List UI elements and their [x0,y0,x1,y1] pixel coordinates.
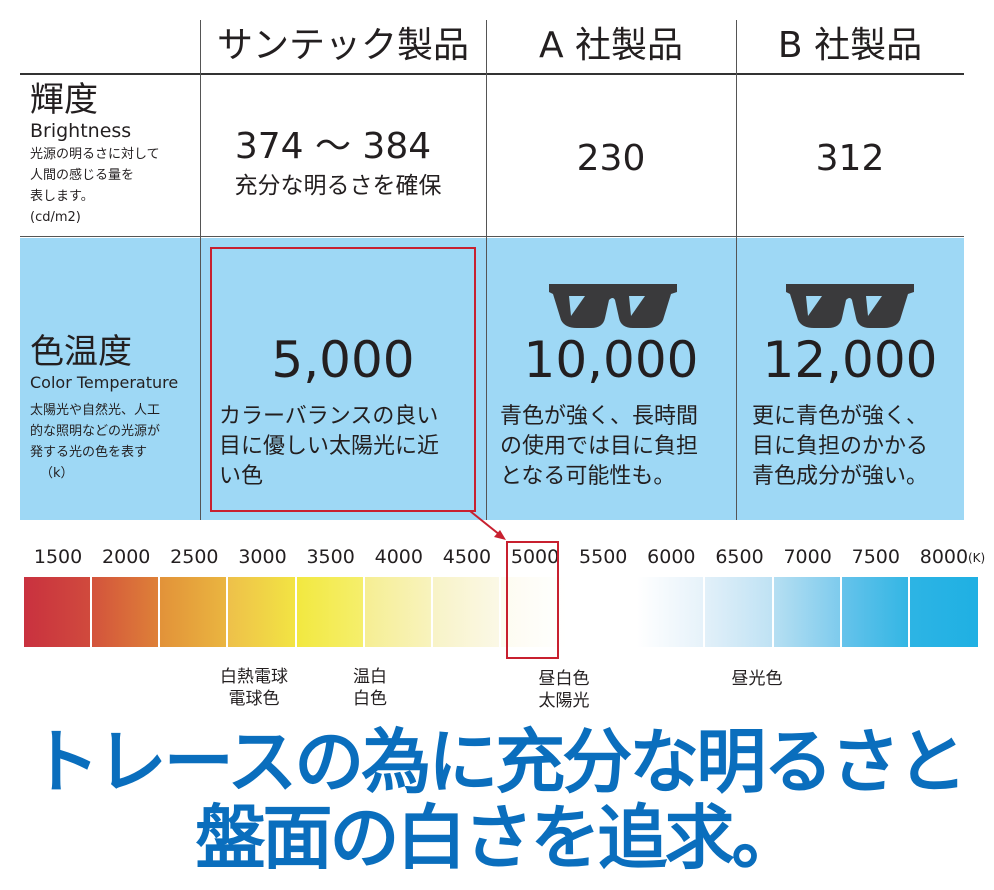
kelvin-tick-label: 8000 [919,546,969,568]
kelvin-tick-label: 3000 [238,546,287,568]
color-temperature-b-note-line: 更に青色が強く、 [752,404,929,429]
kelvin-tick-label: 5000 [510,546,560,568]
color-temperature-a-note-line: 青色が強く、長時間 [500,404,699,429]
scale-note-line: 白熱電球 [220,667,288,687]
brightness-title-en: Brightness [30,120,132,142]
scale-note-line: 太陽光 [538,691,590,711]
suntech-highlight-frame [210,247,476,512]
table-mid-rule [20,236,964,237]
color-temperature-b-value: 12,000 [762,331,938,389]
gradient-segment [296,577,365,647]
headline-line-2: 盤面の白さを追求。 [195,797,802,879]
column-divider-3 [736,20,737,520]
brightness-desc-line: 表します。 [30,189,94,204]
gradient-segment [705,577,774,647]
gradient-segment [228,577,297,647]
color-temperature-b-note-line: 青色成分が強い。 [752,464,929,489]
scale-note-line: 昼光色 [731,669,783,689]
column-header-suntech: サンテック製品 [216,25,469,66]
scale-note-line: 白色 [353,689,387,709]
gradient-segment [773,577,842,647]
table-top-rule [20,73,964,75]
brightness-title: 輝度 [30,80,98,120]
brightness-desc-line: 人間の感じる量を [30,168,135,183]
scale-note-daylight: 昼光色 [732,668,783,690]
column-divider-1 [200,20,201,520]
kelvin-tick-label: 6000 [647,546,696,568]
gradient-segment [841,577,910,647]
kelvin-tick-label: 1500 [33,546,83,568]
column-header-company-b: B 社製品 [777,25,923,66]
scale-note-line: 温白 [353,667,387,687]
kelvin-tick-label: 7500 [851,546,900,568]
color-temperature-suntech-value: 5,000 [271,331,415,389]
color-temperature-b-note-line: 目に負担のかかる [752,434,929,459]
scale-highlight-frame [506,541,559,659]
color-temperature-unit: （k） [40,466,74,481]
connector-arrow [469,510,506,540]
gradient-segment [432,577,501,647]
scale-note-line: 昼白色 [538,669,590,689]
color-temperature-a-note-line: となる可能性も。 [500,464,676,489]
kelvin-tick-label: 2000 [102,546,151,568]
scale-note-warm-white: 温白 白色 [353,666,387,710]
column-header-company-a: A 社製品 [538,25,684,66]
brightness-row-label: 輝度 Brightness 光源の明るさに対して 人間の感じる量を 表します。 … [30,80,198,228]
color-temperature-a-value: 10,000 [523,331,699,389]
kelvin-tick-label: 3500 [306,546,355,568]
gradient-segment [92,577,161,647]
kelvin-tick-label: 7000 [783,546,832,568]
scale-note-incandescent: 白熱電球 電球色 [220,666,288,710]
color-temperature-suntech-note-line: 目に優しい太陽光に近 [219,434,440,459]
color-temperature-desc-line: 的な照明などの光源が [30,424,161,439]
brightness-suntech-note: 充分な明るさを確保 [234,173,442,199]
brightness-desc-line: 光源の明るさに対して [30,147,160,162]
kelvin-tick-label: 6500 [715,546,764,568]
color-temperature-row-label: 色温度 Color Temperature 太陽光や自然光、人工 的な照明などの… [30,332,198,484]
brightness-b-value: 312 [815,138,885,179]
color-temperature-desc-line: 太陽光や自然光、人工 [30,403,161,418]
scale-note-line: 電球色 [228,689,280,709]
gradient-segment [569,577,638,647]
color-temperature-title-en: Color Temperature [30,373,179,392]
gradient-segment [160,577,229,647]
color-temperature-suntech-note-line: い色 [219,464,264,489]
kelvin-tick-label: 4000 [374,546,423,568]
gradient-segment [364,577,433,647]
color-temperature-title: 色温度 [30,332,132,372]
headline-line-1: トレースの為に充分な明るさと [29,721,968,803]
sunglasses-icon [549,284,677,328]
kelvin-tick-label: 5500 [579,546,628,568]
brightness-a-value: 230 [576,138,646,179]
gradient-segment [909,577,978,647]
scale-note-daylight-white: 昼白色 太陽光 [539,668,590,712]
column-divider-2 [486,20,487,520]
kelvin-tick-label: 4500 [442,546,492,568]
brightness-suntech-value: 374 〜 384 [234,126,432,167]
color-temperature-a-note-line: の使用では目に負担 [500,434,699,459]
color-temperature-suntech-note-line: カラーバランスの良い [219,404,439,429]
gradient-segment [637,577,706,647]
kelvin-tick-label: 2500 [170,546,219,568]
brightness-unit: (cd/m2) [30,210,81,225]
gradient-segment [24,577,93,647]
kelvin-unit-label: (K) [968,551,986,565]
color-temperature-desc-line: 発する光の色を表す [30,445,148,460]
color-temperature-gradient-strip [24,577,978,647]
sunglasses-icon [786,284,914,328]
